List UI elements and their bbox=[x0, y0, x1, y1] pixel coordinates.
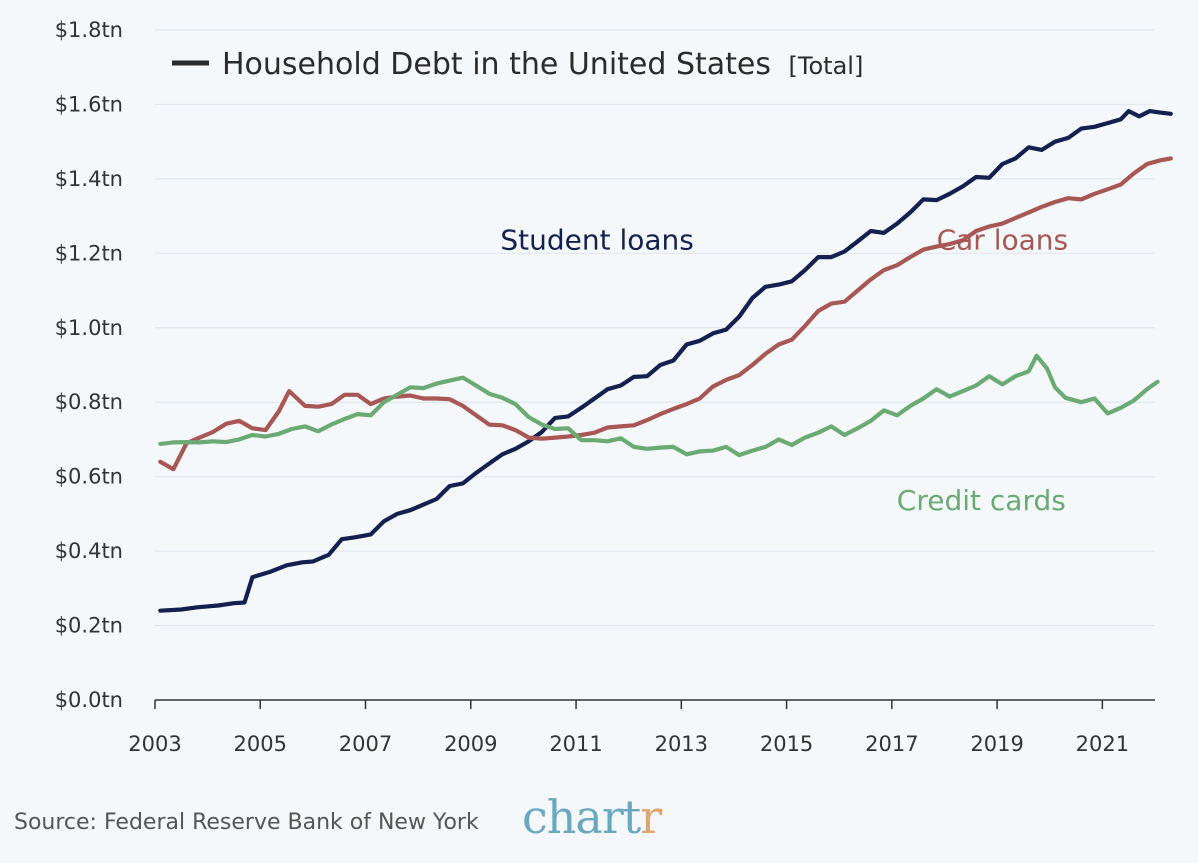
y-tick-label: $1.0tn bbox=[55, 316, 123, 340]
x-tick-label: 2017 bbox=[865, 732, 918, 756]
x-tick-label: 2005 bbox=[234, 732, 287, 756]
line-chart: $0.0tn $0.2tn $0.4tn $0.6tn $0.8tn $1.0tn $1.2… bbox=[55, 18, 1173, 756]
series-line-car-loans bbox=[158, 156, 1173, 472]
series-label-credit-cards: Credit cards bbox=[897, 484, 1066, 517]
gridlines bbox=[155, 29, 1155, 627]
series-line-student-loans bbox=[158, 109, 1173, 613]
x-tick-label: 2021 bbox=[1076, 732, 1129, 756]
y-axis-ticks: $0.0tn $0.2tn $0.4tn $0.6tn $0.8tn $1.0tn $1.2… bbox=[55, 18, 123, 712]
y-tick-label: $1.8tn bbox=[55, 18, 123, 42]
x-tick-label: 2019 bbox=[970, 732, 1023, 756]
x-tick-label: 2009 bbox=[444, 732, 497, 756]
legend-title-text: Household Debt in the United States bbox=[222, 47, 771, 82]
y-tick-label: $1.4tn bbox=[55, 167, 123, 191]
x-tick-label: 2007 bbox=[339, 732, 392, 756]
source-note: Source: Federal Reserve Bank of New York bbox=[14, 810, 479, 835]
x-axis-ticks: 2003 2005 2007 2009 2011 2013 2015 2017 2019 2021 bbox=[128, 700, 1129, 756]
y-tick-label: $0.2tn bbox=[55, 614, 123, 638]
series-lines bbox=[158, 109, 1173, 613]
x-tick-label: 2013 bbox=[655, 732, 708, 756]
legend: Household Debt in the United States [Tot… bbox=[172, 47, 863, 82]
series-line-credit-cards bbox=[158, 353, 1160, 458]
y-tick-label: $1.2tn bbox=[55, 241, 123, 265]
brand-logo: chartr bbox=[522, 790, 662, 844]
x-tick-label: 2011 bbox=[549, 732, 602, 756]
series-label-student-loans: Student loans bbox=[500, 224, 694, 257]
brand-logo-main: chart bbox=[522, 790, 641, 844]
y-tick-label: $0.8tn bbox=[55, 390, 123, 414]
y-tick-label: $1.6tn bbox=[55, 92, 123, 116]
y-tick-label: $0.0tn bbox=[55, 688, 123, 712]
brand-logo-tail: r bbox=[640, 790, 662, 844]
y-tick-label: $0.4tn bbox=[55, 539, 123, 563]
x-tick-label: 2003 bbox=[128, 732, 181, 756]
series-labels: Student loans Car loans Credit cards bbox=[500, 224, 1068, 518]
y-tick-label: $0.6tn bbox=[55, 465, 123, 489]
legend-title: Household Debt in the United States [Tot… bbox=[222, 47, 863, 82]
x-tick-label: 2015 bbox=[760, 732, 813, 756]
legend-qualifier: [Total] bbox=[789, 52, 864, 80]
series-label-car-loans: Car loans bbox=[937, 224, 1069, 257]
